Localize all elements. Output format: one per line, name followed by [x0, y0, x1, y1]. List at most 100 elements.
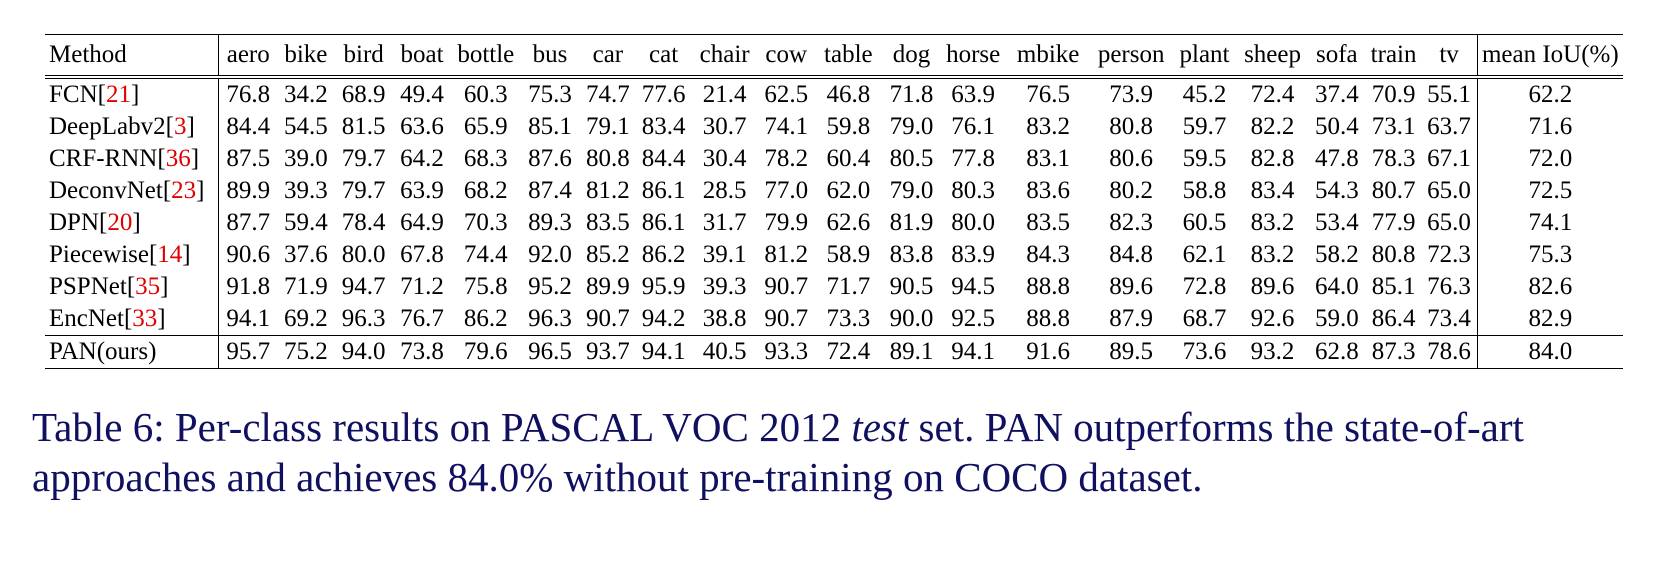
mean-iou-cell: 82.6 — [1528, 273, 1573, 300]
score-cell: 71.8 — [889, 81, 934, 108]
citation-link[interactable]: 35 — [135, 273, 161, 300]
score-cell: 82.3 — [1109, 209, 1154, 236]
score-cell: 86.1 — [641, 177, 686, 204]
class-header: horse — [946, 41, 1001, 68]
score-cell: 54.3 — [1314, 177, 1359, 204]
score-cell: 71.9 — [283, 273, 328, 300]
mean-iou-cell: 72.0 — [1528, 145, 1573, 172]
method-cell: CRF-RNN[36] — [45, 143, 220, 175]
score-cell: 89.1 — [889, 338, 934, 365]
score-cell: 94.5 — [951, 273, 996, 300]
score-cell: 87.4 — [528, 177, 572, 204]
score-cell: 90.7 — [764, 305, 809, 332]
score-cell: 50.4 — [1314, 113, 1359, 140]
score-cell: 90.5 — [889, 273, 934, 300]
citation-link[interactable]: 21 — [105, 81, 131, 108]
score-cell: 70.3 — [463, 209, 508, 236]
citation-link[interactable]: 36 — [165, 145, 191, 172]
table-row: FCN[21] 76.8 34.2 68.9 49.4 60.3 75.3 74.7 77.6 2… — [45, 77, 1623, 111]
score-cell: 81.2 — [586, 177, 630, 204]
class-header: cow — [765, 41, 808, 68]
score-cell: 63.9 — [400, 177, 444, 204]
score-cell: 64.2 — [400, 145, 444, 172]
score-cell: 37.6 — [283, 241, 328, 268]
score-cell: 79.0 — [889, 177, 934, 204]
score-cell: 49.4 — [400, 81, 444, 108]
citation-link[interactable]: 20 — [107, 209, 133, 236]
score-cell: 71.7 — [826, 273, 871, 300]
score-cell: 96.3 — [341, 305, 386, 332]
score-cell: 85.1 — [1371, 273, 1416, 300]
results-table-container: Method aero bike bird boat bottle bus car cat ch… — [45, 34, 1623, 369]
score-cell: 63.9 — [951, 81, 996, 108]
score-cell: 84.3 — [1026, 241, 1070, 268]
score-cell: 83.6 — [1026, 177, 1070, 204]
mean-iou-cell: 72.5 — [1528, 177, 1573, 204]
score-cell: 78.3 — [1371, 145, 1416, 172]
score-cell: 95.2 — [528, 273, 572, 300]
score-cell: 81.9 — [889, 209, 934, 236]
score-cell: 94.0 — [341, 338, 386, 365]
score-cell: 81.5 — [341, 113, 386, 140]
score-cell: 30.7 — [702, 113, 747, 140]
score-cell: 79.6 — [463, 338, 508, 365]
score-cell: 39.3 — [283, 177, 328, 204]
score-cell: 58.2 — [1314, 241, 1359, 268]
score-cell: 83.5 — [586, 209, 630, 236]
score-cell: 73.3 — [826, 305, 871, 332]
score-cell: 75.2 — [283, 338, 328, 365]
method-cell: DeepLabv2[3] — [45, 111, 220, 143]
table-row: CRF-RNN[36] 87.5 39.0 79.7 64.2 68.3 87.6 80.8 8… — [45, 143, 1623, 175]
score-cell: 76.8 — [226, 81, 271, 108]
citation-link[interactable]: 14 — [157, 241, 183, 268]
score-cell: 68.2 — [463, 177, 508, 204]
class-header: train — [1370, 41, 1417, 68]
score-cell: 74.7 — [586, 81, 630, 108]
score-cell: 87.7 — [226, 209, 271, 236]
score-cell: 74.4 — [463, 241, 508, 268]
score-cell: 92.6 — [1250, 305, 1295, 332]
citation-link[interactable]: 3 — [173, 113, 187, 140]
score-cell: 73.8 — [400, 338, 444, 365]
score-cell: 60.4 — [826, 145, 871, 172]
method-name: DPN — [49, 209, 100, 236]
score-cell: 73.6 — [1182, 338, 1227, 365]
table-row: Piecewise[14] 90.6 37.6 80.0 67.8 74.4 92.0 85.… — [45, 239, 1623, 271]
score-cell: 91.6 — [1026, 338, 1070, 365]
score-cell: 78.6 — [1421, 335, 1478, 369]
score-cell: 94.1 — [951, 338, 996, 365]
score-cell: 90.7 — [764, 273, 809, 300]
score-cell: 78.4 — [341, 209, 386, 236]
score-cell: 63.7 — [1421, 111, 1478, 143]
score-cell: 87.9 — [1109, 305, 1154, 332]
score-cell: 83.5 — [1026, 209, 1070, 236]
score-cell: 76.3 — [1421, 271, 1478, 303]
score-cell: 38.8 — [702, 305, 747, 332]
score-cell: 93.7 — [586, 338, 630, 365]
score-cell: 59.5 — [1182, 145, 1227, 172]
score-cell: 90.0 — [889, 305, 934, 332]
score-cell: 94.7 — [341, 273, 386, 300]
score-cell: 89.5 — [1109, 338, 1154, 365]
score-cell: 39.3 — [702, 273, 747, 300]
method-name: PSPNet — [49, 273, 127, 300]
score-cell: 80.5 — [889, 145, 934, 172]
score-cell: 83.1 — [1026, 145, 1070, 172]
score-cell: 83.4 — [1250, 177, 1295, 204]
score-cell: 21.4 — [702, 81, 747, 108]
method-cell: Piecewise[14] — [45, 239, 220, 271]
score-cell: 80.7 — [1371, 177, 1416, 204]
score-cell: 90.7 — [586, 305, 630, 332]
score-cell: 73.1 — [1371, 113, 1416, 140]
score-cell: 85.1 — [528, 113, 572, 140]
citation-link[interactable]: 33 — [132, 305, 158, 332]
score-cell: 54.5 — [283, 113, 328, 140]
class-header: bus — [532, 41, 568, 68]
citation-link[interactable]: 23 — [171, 177, 197, 204]
score-cell: 92.0 — [528, 241, 572, 268]
score-cell: 47.8 — [1314, 145, 1359, 172]
method-cell: PSPNet[35] — [45, 271, 220, 303]
score-cell: 82.8 — [1250, 145, 1295, 172]
score-cell: 68.3 — [463, 145, 508, 172]
method-name: Piecewise — [49, 241, 149, 268]
